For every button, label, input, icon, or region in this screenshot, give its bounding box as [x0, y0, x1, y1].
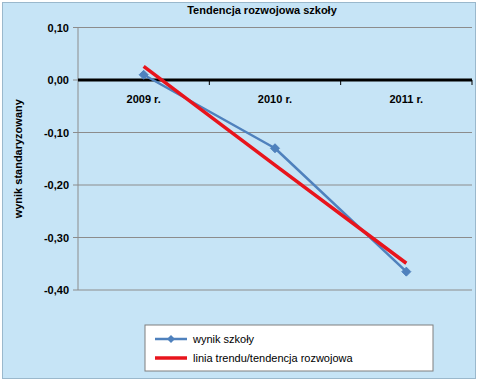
- legend-label: wynik szkoły: [192, 333, 255, 345]
- x-tick-label: 2011 r.: [390, 93, 424, 105]
- y-axis-line: [78, 28, 79, 291]
- chart-container: Tendencja rozwojowa szkoły wynik standary…: [0, 0, 480, 385]
- grid-line: [78, 237, 472, 238]
- chart-title: Tendencja rozwojowa szkoły: [187, 4, 337, 16]
- series-line: [144, 75, 407, 272]
- y-tick: [73, 237, 78, 238]
- legend-swatch: [155, 356, 187, 360]
- x-axis-line: [78, 79, 472, 82]
- series-marker: [271, 144, 280, 153]
- legend-label: linia trendu/tendencja rozwojowa: [193, 352, 353, 364]
- x-tick: [340, 80, 341, 85]
- plot-area: [78, 28, 472, 291]
- y-axis-label: wynik standaryzowany: [12, 98, 24, 219]
- x-tick-label: 2009 r.: [127, 93, 161, 105]
- legend-marker: [167, 335, 175, 343]
- y-tick-label: -0,40: [44, 284, 69, 296]
- grid-line: [78, 27, 472, 28]
- grid-line: [78, 132, 472, 133]
- grid-line: [78, 185, 472, 186]
- y-tick: [73, 80, 78, 81]
- grid-line: [78, 290, 472, 291]
- x-tick: [209, 80, 210, 85]
- y-tick-label: -0,10: [44, 127, 69, 139]
- series-marker: [139, 70, 148, 79]
- chart-svg: Tendencja rozwojowa szkoły wynik standary…: [0, 0, 480, 385]
- x-tick-label: 2010 r.: [258, 93, 292, 105]
- y-tick-label: 0,10: [48, 22, 69, 34]
- series-line: [144, 66, 407, 263]
- series-group: [139, 66, 411, 276]
- x-tick: [472, 80, 473, 85]
- y-tick: [73, 185, 78, 186]
- y-tick-label: -0,30: [44, 232, 69, 244]
- page-background: [0, 0, 480, 385]
- grid-line: [78, 80, 472, 81]
- chart-background: [3, 3, 476, 379]
- legend-box: [145, 325, 433, 371]
- y-tick: [73, 290, 78, 291]
- y-tick-label: 0,00: [48, 74, 69, 86]
- y-tick: [73, 27, 78, 28]
- y-tick: [73, 132, 78, 133]
- y-tick-label: -0,20: [44, 179, 69, 191]
- series-marker: [402, 267, 411, 276]
